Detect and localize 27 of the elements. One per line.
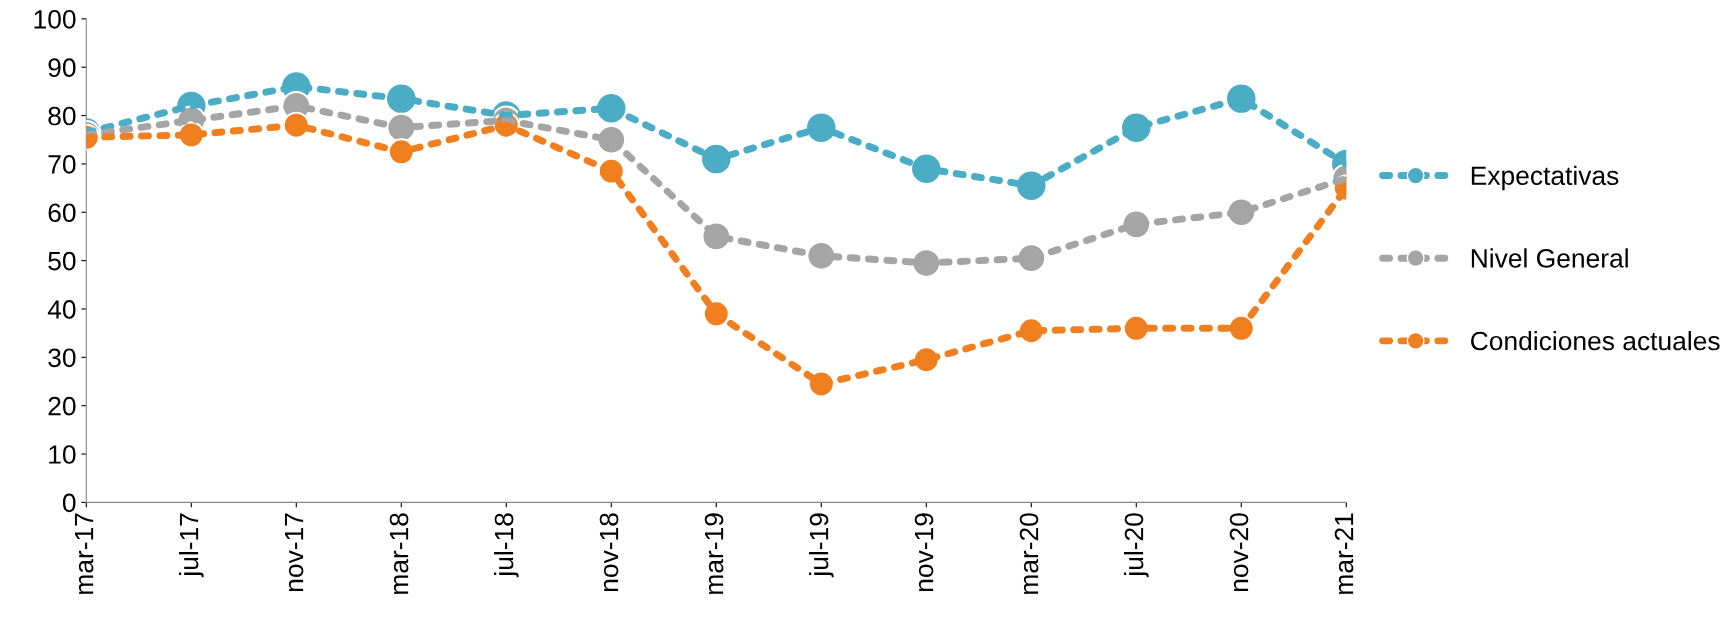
x-tick-label: mar-20 <box>1019 513 1039 594</box>
x-tick-label: mar-17 <box>74 513 94 594</box>
y-tick-label: 90 <box>48 58 76 78</box>
y-tick-label: 30 <box>48 348 76 368</box>
y-tick-label: 0 <box>62 493 76 513</box>
y-tick-label: 50 <box>48 251 76 271</box>
x-tick-label: mar-19 <box>704 513 724 594</box>
x-tick-label: jul-17 <box>179 513 204 578</box>
y-tick-label: 70 <box>48 155 76 174</box>
y-tick-label: 80 <box>48 106 76 126</box>
x-tick-label: nov-18 <box>599 513 619 592</box>
x-tick-label: jul-18 <box>493 513 519 578</box>
x-tick-label: mar-21 <box>1334 513 1354 594</box>
x-tick-label: nov-20 <box>1229 513 1249 592</box>
y-tick-label: 10 <box>49 445 76 464</box>
y-tick-label: 20 <box>48 396 76 416</box>
legend-label: Condiciones actuales <box>1471 330 1720 351</box>
x-tick-label: nov-17 <box>284 513 304 592</box>
x-tick-label: jul-19 <box>808 513 834 578</box>
legend-label: Nivel General <box>1471 248 1628 268</box>
x-tick-label: jul-20 <box>1123 513 1149 578</box>
y-tick-label: 100 <box>34 9 76 29</box>
legend-label: Expectativas <box>1471 165 1619 191</box>
y-tick-label: 60 <box>48 203 76 223</box>
x-tick-label: mar-18 <box>389 513 409 594</box>
x-tick-label: nov-19 <box>914 513 934 592</box>
y-tick-label: 40 <box>47 300 76 319</box>
